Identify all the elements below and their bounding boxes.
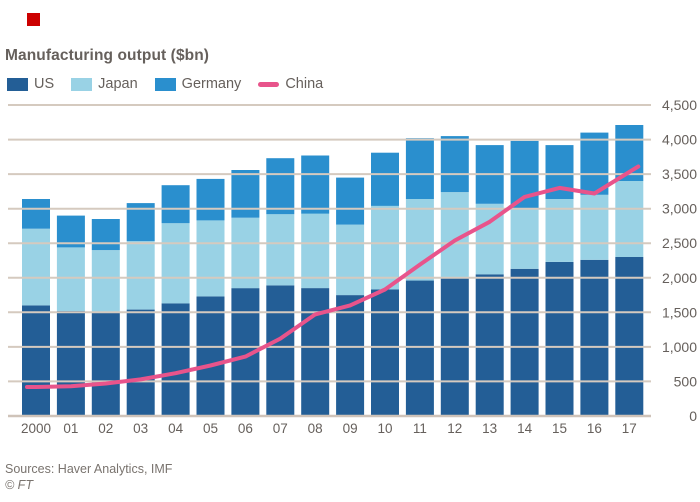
bar-japan-02 [91,250,120,313]
y-tick-label-4500: 4,500 [662,97,697,113]
legend-item-germany: Germany [154,75,242,92]
legend-label-japan: Japan [98,75,138,92]
legend-label-china: China [285,75,324,92]
bar-germany-07 [266,158,295,215]
bar-us-07 [266,285,295,416]
bar-japan-01 [56,247,85,311]
sources-text: Sources: Haver Analytics, IMF [5,462,173,476]
x-tick-label-07: 07 [273,421,288,436]
bar-us-14 [510,268,539,416]
bar-us-09 [336,295,365,416]
x-tick-label-06: 06 [238,421,253,436]
bar-japan-10 [371,205,399,290]
x-tick-label-2000: 2000 [21,421,51,436]
x-tick-label-01: 01 [63,421,78,436]
legend: US Japan Germany China [7,76,323,92]
chart-title: Manufacturing output ($bn) [5,47,210,64]
x-tick-label-08: 08 [308,421,323,436]
us-color-swatch [7,77,28,91]
bar-germany-06 [231,170,260,218]
bar-japan-09 [336,224,365,296]
bar-us-04 [161,303,190,416]
y-tick-label-500: 500 [674,373,698,389]
x-tick-label-11: 11 [413,421,427,436]
bar-us-15 [545,261,574,416]
bar-us-2000 [22,305,50,416]
x-tick-label-17: 17 [622,421,637,436]
bar-japan-05 [196,220,225,297]
legend-item-china: China [258,77,323,92]
x-tick-label-03: 03 [133,421,148,436]
bar-us-10 [371,289,399,416]
x-tick-label-09: 09 [343,421,358,436]
x-tick-label-15: 15 [552,421,567,436]
bar-us-05 [196,296,225,416]
bar-germany-05 [196,178,225,221]
x-tick-label-10: 10 [377,421,392,436]
red-story-marker [27,13,40,26]
bar-japan-11 [405,199,434,281]
bar-us-11 [405,280,434,416]
bar-germany-10 [371,152,399,206]
bar-germany-11 [405,138,434,199]
y-tick-label-1000: 1,000 [662,339,697,355]
bar-germany-16 [580,132,609,195]
legend-item-us: US [7,77,54,92]
bar-us-17 [615,257,644,416]
japan-color-swatch [71,77,93,91]
bar-japan-17 [615,181,644,257]
y-tick-label-2000: 2,000 [662,270,697,286]
bar-japan-07 [266,214,295,286]
legend-label-us: US [34,75,55,92]
legend-item-japan: Japan [71,77,138,92]
x-tick-label-12: 12 [447,421,462,436]
x-tick-label-14: 14 [517,421,533,436]
bar-us-01 [56,311,85,416]
bar-japan-08 [301,213,330,289]
y-tick-label-4000: 4,000 [662,132,697,148]
x-tick-label-02: 02 [98,421,113,436]
bar-us-02 [91,313,120,416]
footer: Sources: Haver Analytics, IMF © FT [5,461,172,493]
germany-color-swatch [154,77,176,91]
y-tick-label-2500: 2,500 [662,235,697,251]
china-line [25,164,641,389]
x-tick-label-04: 04 [168,421,184,436]
legend-label-germany: Germany [181,75,242,92]
bar-germany-12 [440,136,469,193]
bar-japan-2000 [22,228,50,306]
bar-us-08 [301,288,330,416]
bar-japan-04 [161,223,190,304]
bar-japan-06 [231,217,260,289]
x-tick-label-13: 13 [482,421,497,436]
bar-germany-09 [336,177,365,225]
bar-japan-03 [126,241,155,310]
y-tick-label-0: 0 [689,408,697,424]
x-tick-label-16: 16 [587,421,602,436]
y-tick-label-1500: 1,500 [662,304,697,320]
bar-germany-02 [91,219,120,251]
bar-germany-04 [161,185,190,224]
y-tick-label-3000: 3,000 [662,201,697,217]
bar-us-13 [475,274,504,416]
china-color-swatch [258,81,280,87]
bar-us-16 [580,259,609,416]
bar-japan-16 [580,194,609,260]
ft-copyright: © FT [5,478,33,492]
bar-japan-14 [510,208,539,269]
bar-us-03 [126,309,155,416]
y-tick-label-3500: 3,500 [662,166,697,182]
bar-germany-2000 [22,199,50,229]
bar-germany-08 [301,155,330,214]
bar-germany-01 [56,215,85,248]
x-tick-label-05: 05 [203,421,218,436]
